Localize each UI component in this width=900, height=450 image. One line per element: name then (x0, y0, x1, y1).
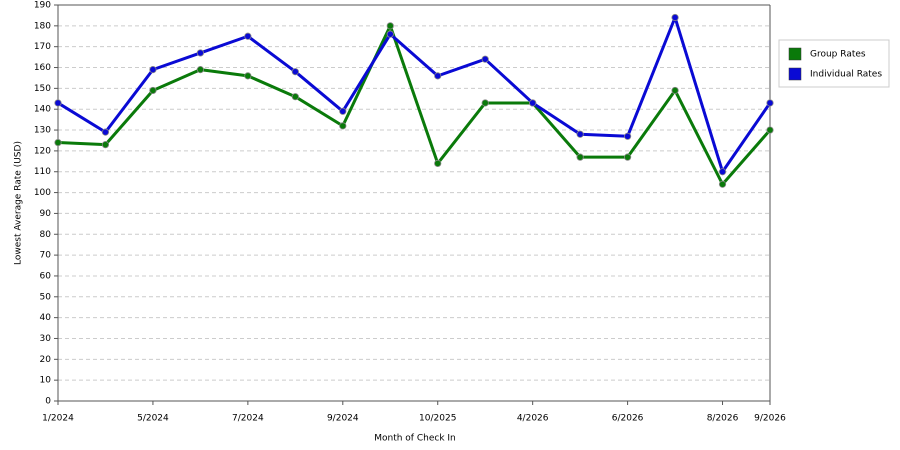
y-tick-label: 10 (40, 376, 52, 386)
data-point (718, 168, 727, 176)
data-point (244, 32, 252, 40)
y-tick-label: 180 (34, 21, 51, 31)
data-point (386, 22, 394, 30)
x-tick-label: 4/2026 (517, 414, 549, 424)
data-point (339, 122, 347, 130)
legend-label: Individual Rates (810, 70, 882, 80)
x-tick-label: 9/2024 (327, 414, 359, 424)
data-point (339, 107, 347, 115)
y-tick-label: 170 (34, 42, 51, 52)
data-point (529, 99, 537, 107)
data-point (149, 66, 157, 74)
series-line (57, 24, 772, 186)
x-tick-label: 10/2025 (419, 414, 456, 424)
data-point (196, 66, 204, 74)
data-point (244, 72, 252, 80)
data-point (434, 159, 442, 167)
y-tick-label: 120 (34, 146, 51, 156)
series-line (57, 16, 772, 174)
y-tick-label: 80 (40, 230, 52, 240)
y-tick-label: 130 (34, 126, 51, 136)
legend-label: Group Rates (810, 50, 866, 60)
data-point (386, 30, 394, 38)
y-tick-label: 50 (40, 292, 52, 302)
y-tick-label: 100 (34, 188, 51, 198)
data-point (623, 153, 632, 161)
data-point (576, 153, 584, 161)
x-tick-label: 7/2024 (232, 414, 264, 424)
y-tick-label: 30 (40, 334, 52, 344)
y-tick-label: 70 (40, 251, 52, 261)
y-tick-label: 20 (40, 355, 52, 365)
data-point (576, 130, 584, 138)
data-point (623, 132, 632, 140)
data-point (101, 141, 110, 149)
y-tick-label: 90 (40, 209, 52, 219)
data-point (149, 86, 157, 95)
data-point (671, 86, 679, 95)
data-point (54, 99, 62, 107)
data-point (291, 93, 299, 101)
y-tick-label: 160 (34, 63, 51, 73)
x-tick-label: 1/2024 (42, 414, 74, 424)
data-point (766, 99, 774, 107)
y-tick-label: 190 (34, 1, 51, 11)
y-tick-label: 60 (40, 271, 52, 281)
y-axis-title: Lowest Average Rate (USD) (14, 141, 24, 265)
x-axis-title: Month of Check In (374, 434, 456, 444)
data-point (434, 72, 442, 80)
x-tick-label: 8/2026 (707, 414, 739, 424)
data-point (54, 138, 62, 147)
data-point (481, 55, 489, 63)
x-tick-label: 5/2024 (137, 414, 169, 424)
legend-swatch (788, 67, 802, 81)
y-tick-label: 140 (34, 105, 51, 115)
data-point (196, 49, 204, 57)
y-tick-label: 110 (34, 167, 51, 177)
data-point (718, 180, 727, 188)
data-point (481, 99, 489, 107)
data-point (291, 68, 299, 76)
y-tick-label: 0 (45, 397, 51, 407)
data-point (101, 128, 110, 136)
data-point (671, 13, 679, 22)
y-tick-label: 40 (40, 313, 52, 323)
data-point (766, 126, 774, 134)
x-tick-label: 6/2026 (612, 414, 644, 424)
x-tick-label: 9/2026 (754, 414, 786, 424)
y-tick-label: 150 (34, 84, 51, 94)
legend-swatch (788, 47, 802, 61)
